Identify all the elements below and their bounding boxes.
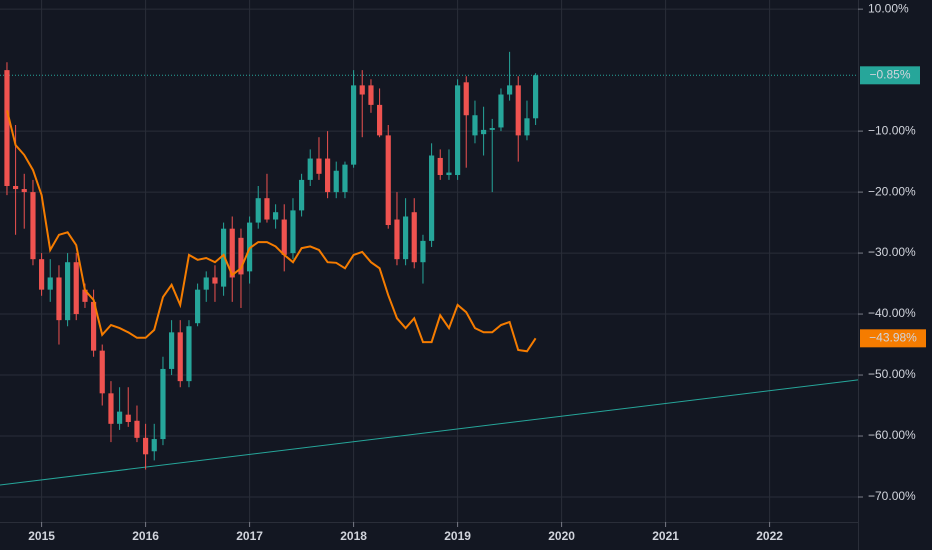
y-tick-label: −70.00% [868, 489, 916, 503]
candle-body [99, 350, 105, 394]
candle-body [281, 219, 287, 255]
candle-body [151, 439, 157, 452]
candle-body [429, 155, 435, 241]
candle-body [524, 118, 530, 136]
line-label: −43.98% [869, 330, 917, 344]
candle-body [394, 219, 400, 260]
candle-body [73, 262, 79, 315]
candle-body [160, 368, 166, 440]
x-tick-label: 2018 [340, 529, 367, 543]
candle-body [82, 289, 88, 302]
candle-body [498, 94, 504, 128]
trend-line [0, 379, 859, 486]
candle-body [186, 326, 192, 382]
candle-body [437, 157, 443, 176]
candle-body [273, 212, 279, 220]
candle-body [203, 277, 209, 290]
candle-body [359, 85, 365, 95]
x-tick-label: 2019 [444, 529, 471, 543]
candle-body [403, 216, 409, 260]
y-tick-label: −20.00% [868, 184, 916, 198]
candle-body [212, 277, 218, 284]
candle-body [420, 240, 426, 263]
candle-body [134, 420, 140, 438]
candle-body [385, 135, 391, 226]
candle-body [264, 198, 270, 220]
candle-body [463, 82, 469, 116]
x-tick-label: 2020 [548, 529, 575, 543]
candle-body [351, 85, 357, 165]
y-tick-label: −30.00% [868, 245, 916, 259]
y-tick-label: −50.00% [868, 367, 916, 381]
candle-body [21, 189, 27, 193]
comparison-line [6, 110, 537, 353]
price-label: −0.85% [869, 67, 910, 81]
candle-body [411, 212, 417, 263]
candle-body [177, 332, 183, 382]
x-tick-label: 2022 [756, 529, 783, 543]
candle-body [533, 75, 539, 119]
candle-body [515, 85, 521, 136]
candle-body [117, 411, 123, 424]
candle-body [47, 277, 53, 290]
candle-body [342, 164, 348, 193]
candle-body [238, 237, 244, 275]
line-label-box [860, 329, 926, 348]
candle-body [30, 192, 36, 260]
candle-body [455, 85, 461, 176]
candle-body [13, 185, 19, 190]
price-label-box [860, 66, 920, 85]
candle-body [143, 437, 149, 455]
x-tick-label: 2016 [132, 529, 159, 543]
candle-body [368, 85, 374, 105]
candle-body [290, 210, 296, 254]
x-tick-label: 2017 [236, 529, 263, 543]
candle-body [472, 115, 478, 136]
candle-body [56, 277, 62, 321]
candle-body [229, 228, 235, 278]
candle-body [377, 104, 383, 136]
candle-body [39, 259, 45, 290]
candle-body [489, 128, 495, 130]
candle-body [333, 170, 339, 193]
candle-body [169, 332, 175, 369]
x-tick-label: 2021 [652, 529, 679, 543]
candle-body [446, 172, 452, 176]
candle-body [65, 262, 71, 321]
candle-body [325, 158, 331, 193]
candle-body [299, 179, 305, 211]
candle-body [4, 70, 10, 186]
candle-body [481, 129, 487, 135]
x-tick-label: 2015 [28, 529, 55, 543]
y-tick-label: −10.00% [868, 123, 916, 137]
y-tick-label: 10.00% [868, 1, 909, 15]
y-tick-label: −40.00% [868, 306, 916, 320]
candle-body [221, 228, 227, 287]
candle-body [316, 158, 322, 174]
candle-body [507, 85, 513, 95]
candle-body [255, 198, 261, 223]
candle-body [195, 289, 201, 324]
y-tick-label: −60.00% [868, 428, 916, 442]
candle-body [91, 301, 97, 351]
candle-body [125, 414, 131, 422]
candle-body [108, 393, 114, 424]
candle-body [307, 158, 313, 180]
